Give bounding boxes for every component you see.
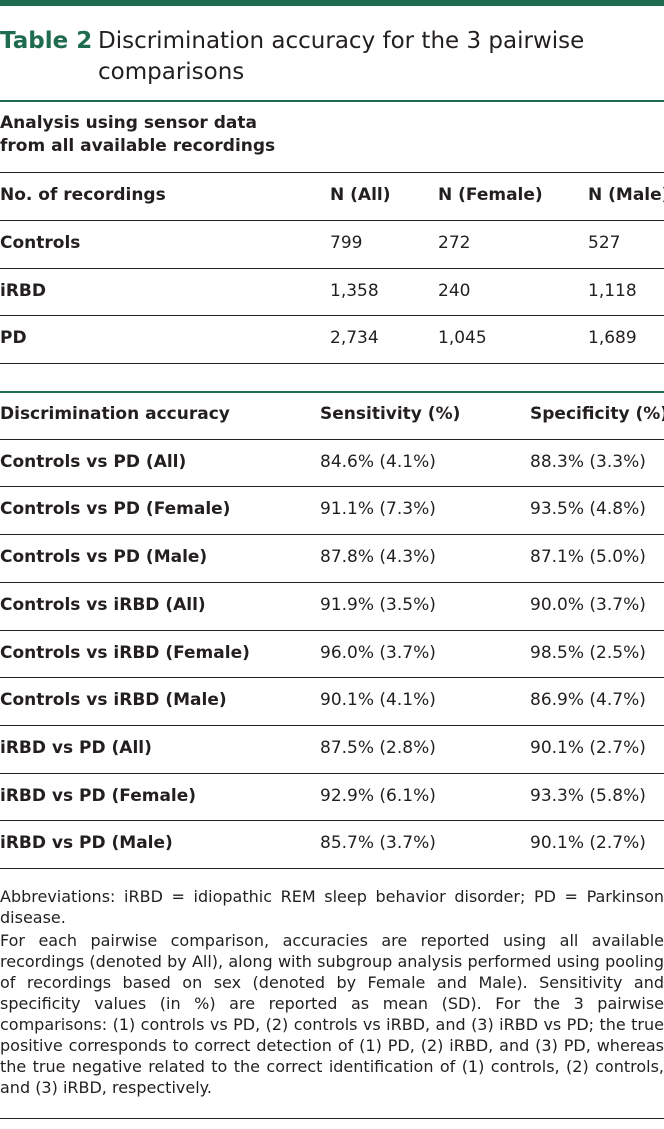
table-cell: 91.1% (7.3%) bbox=[320, 499, 436, 520]
row-label: Controls vs iRBD (Female) bbox=[0, 642, 250, 663]
table-cell: 2,734 bbox=[330, 328, 379, 349]
table-cell: 1,118 bbox=[588, 280, 637, 301]
row-label: Controls vs iRBD (All) bbox=[0, 594, 206, 615]
table-cell: 93.5% (4.8%) bbox=[530, 499, 646, 520]
table-row: PD 2,734 1,045 1,689 bbox=[0, 315, 664, 362]
row-divider bbox=[0, 629, 664, 631]
row-divider bbox=[0, 677, 664, 679]
table-cell: 90.0% (3.7%) bbox=[530, 594, 646, 615]
row-divider bbox=[0, 363, 664, 364]
row-label: iRBD bbox=[0, 280, 46, 301]
section-divider bbox=[0, 391, 664, 393]
table-cell: 91.9% (3.5%) bbox=[320, 594, 436, 615]
row-divider bbox=[0, 438, 664, 440]
row-label: iRBD vs PD (Female) bbox=[0, 785, 197, 806]
table-row: Controls vs iRBD (Male) 90.1% (4.1%) 86.9%… bbox=[0, 677, 664, 724]
table-row: iRBD vs PD (All) 87.5% (2.8%) 90.1% (2.7%) bbox=[0, 725, 664, 772]
abbreviations-footnote: Abbreviations: iRBD = idiopathic REM sle… bbox=[0, 887, 664, 927]
table-label: Table 2 bbox=[0, 28, 93, 54]
table-cell: 87.5% (2.8%) bbox=[320, 737, 436, 758]
row-label: iRBD vs PD (Male) bbox=[0, 833, 173, 854]
table-row: iRBD vs PD (Female) 92.9% (6.1%) 93.3% (5.… bbox=[0, 773, 664, 820]
table-row: iRBD vs PD (Male) 85.7% (3.7%) 90.1% (2.7%… bbox=[0, 820, 664, 867]
table-cell: 84.6% (4.1%) bbox=[320, 451, 436, 472]
row-divider bbox=[0, 315, 664, 317]
table-row: Controls vs iRBD (All) 91.9% (3.5%) 90.0% … bbox=[0, 582, 664, 629]
column-header: N (Female) bbox=[438, 185, 543, 205]
table-cell: 90.1% (2.7%) bbox=[530, 833, 646, 854]
row-label: PD bbox=[0, 328, 27, 349]
table-row: Controls vs PD (Female) 91.1% (7.3%) 93.5%… bbox=[0, 486, 664, 533]
table-cell: 272 bbox=[438, 232, 471, 253]
row-divider bbox=[0, 724, 664, 726]
row-divider bbox=[0, 534, 664, 536]
table-cell: 86.9% (4.7%) bbox=[530, 690, 646, 711]
column-header: Sensitivity (%) bbox=[320, 404, 461, 424]
table-row: Controls 799 272 527 bbox=[0, 220, 664, 267]
table-cell: 1,689 bbox=[588, 328, 637, 349]
section-title: Analysis using sensor data from all avai… bbox=[0, 113, 276, 156]
table-cell: 88.3% (3.3%) bbox=[530, 451, 646, 472]
table-caption: Discrimination accuracy for the 3 pairwi… bbox=[98, 28, 585, 85]
row-label: Controls vs PD (All) bbox=[0, 451, 187, 472]
title-divider bbox=[0, 100, 664, 102]
recordings-header-row: No. of recordings N (All) N (Female) N (Mal… bbox=[0, 172, 664, 219]
table-cell: 98.5% (2.5%) bbox=[530, 642, 646, 663]
column-header: N (Male) bbox=[588, 185, 664, 205]
table-cell: 240 bbox=[438, 280, 471, 301]
table-cell: 799 bbox=[330, 232, 363, 253]
accuracy-header-row: Discrimination accuracy Sensitivity (%) Sp… bbox=[0, 391, 664, 438]
row-label: iRBD vs PD (All) bbox=[0, 737, 152, 758]
row-divider bbox=[0, 219, 664, 221]
row-divider bbox=[0, 486, 664, 488]
table-row: Controls vs iRBD (Female) 96.0% (3.7%) 98.… bbox=[0, 630, 664, 677]
column-header: N (All) bbox=[330, 185, 391, 205]
table-footnote: For each pairwise comparison, accuracies… bbox=[0, 931, 664, 1097]
table-row: Controls vs PD (Male) 87.8% (4.3%) 87.1% (… bbox=[0, 534, 664, 581]
table-cell: 1,045 bbox=[438, 328, 487, 349]
table-cell: 90.1% (4.1%) bbox=[320, 690, 436, 711]
row-divider bbox=[0, 267, 664, 269]
row-label: Controls vs iRBD (Male) bbox=[0, 690, 227, 711]
divider bbox=[0, 172, 664, 173]
table-cell: 96.0% (3.7%) bbox=[320, 642, 436, 663]
column-header: Specificity (%) bbox=[530, 404, 664, 424]
row-label: Controls vs PD (Female) bbox=[0, 499, 231, 520]
top-rule bbox=[0, 0, 664, 6]
row-divider bbox=[0, 581, 664, 583]
row-label: Controls vs PD (Male) bbox=[0, 547, 208, 568]
table-cell: 527 bbox=[588, 232, 621, 253]
table-row: iRBD 1,358 240 1,118 bbox=[0, 268, 664, 315]
column-header: Discrimination accuracy bbox=[0, 404, 230, 424]
row-divider bbox=[0, 820, 664, 822]
row-divider bbox=[0, 868, 664, 869]
column-header: No. of recordings bbox=[0, 185, 166, 205]
table-cell: 90.1% (2.7%) bbox=[530, 737, 646, 758]
table-cell: 87.1% (5.0%) bbox=[530, 547, 646, 568]
table-cell: 1,358 bbox=[330, 280, 379, 301]
row-divider bbox=[0, 772, 664, 774]
row-label: Controls bbox=[0, 232, 81, 253]
table-row: Controls vs PD (All) 84.6% (4.1%) 88.3% (3… bbox=[0, 439, 664, 486]
bottom-rule bbox=[0, 1118, 664, 1119]
table-cell: 87.8% (4.3%) bbox=[320, 547, 436, 568]
table-cell: 92.9% (6.1%) bbox=[320, 785, 436, 806]
table-cell: 93.3% (5.8%) bbox=[530, 785, 646, 806]
table-cell: 85.7% (3.7%) bbox=[320, 833, 436, 854]
